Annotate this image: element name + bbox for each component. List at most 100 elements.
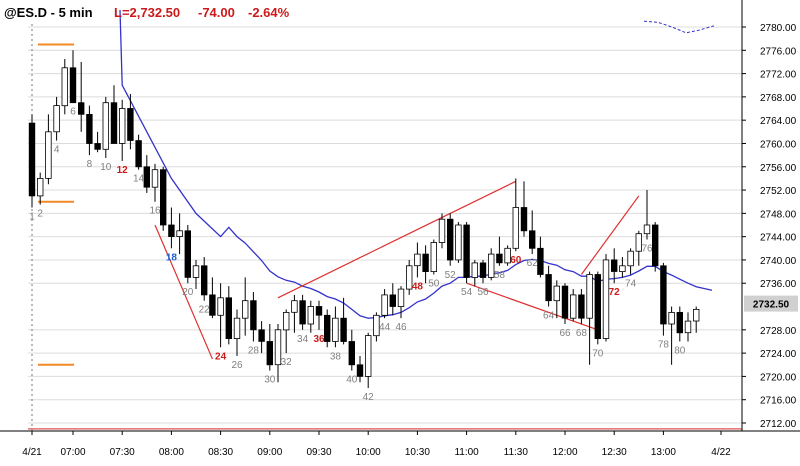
candle-body — [299, 300, 306, 325]
x-tick-label: 12:30 — [602, 447, 627, 458]
x-tick-label: 10:30 — [405, 447, 430, 458]
level-layer — [38, 43, 74, 366]
bar-number-label: 76 — [641, 244, 653, 255]
bar-number-label: 38 — [330, 351, 342, 362]
bar-number-label: 52 — [445, 270, 457, 281]
candle-body — [315, 306, 323, 316]
candle-body — [61, 67, 68, 107]
y-tick-label: 2756.00 — [760, 163, 797, 174]
candle-body — [529, 230, 536, 249]
candle-body — [340, 317, 347, 342]
candle-body — [78, 102, 85, 115]
bar-number-label: 72 — [609, 287, 621, 298]
bar-number-label: 56 — [477, 287, 489, 298]
bar-number-label: 30 — [264, 375, 276, 386]
ema-projection-line — [643, 20, 715, 34]
candle-body — [578, 294, 585, 319]
candle-body — [504, 247, 511, 264]
bar-number-label: 44 — [379, 322, 391, 333]
candle-body — [86, 114, 93, 144]
bar-number-label: 70 — [592, 348, 604, 359]
candle-body — [258, 329, 265, 342]
candle-body — [479, 262, 487, 278]
y-tick-label: 2716.00 — [760, 396, 797, 407]
candle-body — [241, 300, 249, 319]
candle-body — [414, 253, 421, 267]
x-tick-label: 10:00 — [356, 447, 381, 458]
x-tick-label: 11:30 — [504, 447, 529, 458]
bar-number-label: 50 — [428, 279, 440, 290]
candle-body — [537, 247, 544, 275]
symbol-title: @ES.D - 5 min — [4, 5, 93, 20]
bar-number-label: 66 — [559, 328, 571, 339]
last-price-tag-label: 2732.50 — [753, 300, 790, 311]
bar-number-label: 54 — [461, 287, 473, 298]
candlestick-layer — [28, 50, 700, 389]
bar-number-label: 24 — [215, 351, 227, 362]
y-tick-label: 2768.00 — [760, 93, 797, 104]
bar-number-label: 14 — [133, 174, 145, 185]
x-tick-label: 4/21 — [22, 447, 42, 458]
candle-body — [643, 224, 651, 235]
candle-body — [102, 102, 109, 150]
bar-number-label: 32 — [281, 357, 293, 368]
y-tick-label: 2724.00 — [760, 349, 797, 360]
candle-body — [660, 265, 667, 325]
candle-body — [586, 274, 593, 319]
bar-number-label: 48 — [412, 281, 424, 292]
x-tick-label: 13:00 — [651, 447, 676, 458]
y-tick-label: 2772.00 — [760, 70, 797, 81]
candle-body — [250, 300, 257, 331]
bar-number-label: 22 — [199, 305, 211, 316]
bar-number-label: 58 — [494, 270, 506, 281]
candle-body — [652, 224, 659, 267]
bar-number-label: 28 — [248, 346, 260, 357]
x-tick-label: 07:00 — [60, 447, 85, 458]
candle-body — [389, 294, 396, 307]
candle-body — [45, 131, 52, 179]
bar-number-label: 78 — [658, 340, 670, 351]
x-tick-label: 08:00 — [159, 447, 184, 458]
y-tick-label: 2728.00 — [760, 326, 797, 337]
y-tick-label: 2764.00 — [760, 116, 797, 127]
candle-body — [455, 224, 462, 261]
candle-body — [274, 329, 282, 366]
candle-body — [225, 297, 232, 339]
bar-number-label: 4 — [54, 145, 60, 156]
y-tick-label: 2712.00 — [760, 419, 797, 430]
candle-body — [151, 169, 159, 188]
candle-body — [487, 253, 495, 278]
bar-number-label: 18 — [166, 252, 178, 263]
y-tick-label: 2736.00 — [760, 279, 797, 290]
candle-body — [110, 102, 118, 144]
y-tick-label: 2780.00 — [760, 23, 797, 34]
candle-body — [553, 285, 560, 302]
candle-body — [545, 274, 552, 302]
change-percent-readout: -2.64% — [248, 5, 290, 20]
x-tick-label: 08:30 — [208, 447, 233, 458]
trendline — [154, 224, 213, 360]
change-readout: -74.00 — [198, 5, 235, 20]
ema-line — [119, 9, 713, 319]
candle-body — [127, 108, 134, 141]
bar-number-label: 60 — [510, 255, 522, 266]
candle-body — [69, 67, 77, 104]
candle-body — [373, 314, 380, 337]
candle-body — [668, 311, 675, 325]
candle-body — [430, 242, 437, 273]
candle-body — [200, 265, 208, 296]
bar-number-label: 74 — [625, 279, 637, 290]
x-tick-label: 4/22 — [711, 447, 731, 458]
candle-body — [332, 317, 339, 342]
y-tick-label: 2744.00 — [760, 233, 797, 244]
candle-body — [561, 285, 569, 319]
bar-number-label: 1 — [29, 212, 35, 223]
bar-number-label: 2 — [37, 209, 43, 220]
y-tick-label: 2760.00 — [760, 139, 797, 150]
bar-number-label: 20 — [182, 287, 194, 298]
bar-number-label: 34 — [297, 334, 309, 345]
candle-body — [135, 140, 142, 168]
